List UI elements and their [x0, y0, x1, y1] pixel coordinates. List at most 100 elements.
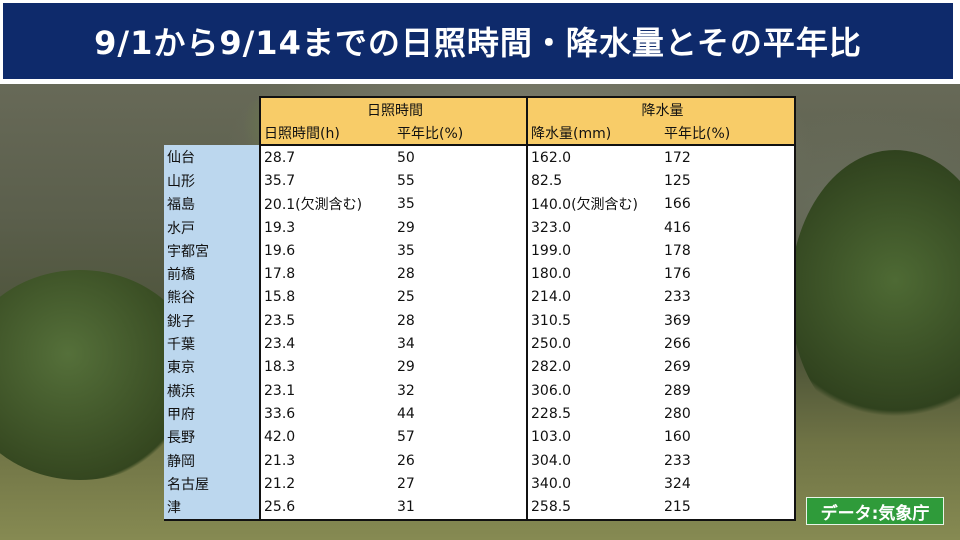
sub-header-row: 日照時間(h) 平年比(%) 降水量(mm) 平年比(%)	[164, 121, 796, 146]
table-row: 東京 18.3 29 282.0 269	[164, 355, 796, 379]
rain-mm-cell: 306.0	[527, 378, 661, 403]
tree-right	[790, 150, 960, 440]
rain-ratio-cell: 125	[661, 169, 796, 193]
rain-mm-header: 降水量(mm)	[527, 121, 661, 146]
sunshine-hours-cell: 20.1(欠測含む)	[259, 192, 394, 216]
city-cell: 銚子	[164, 309, 260, 333]
sunshine-ratio-cell: 28	[394, 309, 528, 333]
table-row: 水戸 19.3 29 323.0 416	[164, 215, 796, 240]
rain-ratio-cell: 289	[661, 378, 796, 403]
sunshine-ratio-cell: 35	[394, 192, 528, 216]
sunshine-hours-cell: 35.7	[259, 169, 394, 193]
sunshine-ratio-cell: 32	[394, 378, 528, 403]
city-cell: 静岡	[164, 448, 260, 473]
title-bar: 9/1から9/14までの日照時間・降水量とその平年比	[0, 0, 960, 84]
rain-mm-cell: 214.0	[527, 285, 661, 310]
rain-mm-cell: 323.0	[527, 215, 661, 240]
rain-mm-cell: 304.0	[527, 448, 661, 473]
city-cell: 長野	[164, 425, 260, 449]
sunshine-ratio-cell: 25	[394, 285, 528, 310]
rain-mm-cell: 340.0	[527, 472, 661, 496]
sunshine-ratio-header: 平年比(%)	[394, 121, 528, 146]
title-bar-inner: 9/1から9/14までの日照時間・降水量とその平年比	[3, 3, 953, 79]
table-row: 千葉 23.4 34 250.0 266	[164, 332, 796, 356]
rain-ratio-cell: 172	[661, 145, 796, 170]
table-row: 甲府 33.6 44 228.5 280	[164, 402, 796, 426]
rain-mm-cell: 82.5	[527, 169, 661, 193]
sunshine-hours-cell: 23.4	[259, 332, 394, 356]
rain-ratio-cell: 160	[661, 425, 796, 449]
sunshine-hours-cell: 19.3	[259, 215, 394, 240]
city-cell: 名古屋	[164, 472, 260, 496]
table-row: 横浜 23.1 32 306.0 289	[164, 378, 796, 403]
sunshine-ratio-cell: 34	[394, 332, 528, 356]
sunshine-hours-header: 日照時間(h)	[259, 121, 394, 146]
rain-ratio-cell: 178	[661, 239, 796, 263]
city-cell: 前橋	[164, 262, 260, 286]
rain-ratio-cell: 266	[661, 332, 796, 356]
table-row: 津 25.6 31 258.5 215	[164, 495, 796, 521]
sunshine-hours-cell: 23.5	[259, 309, 394, 333]
rain-ratio-header: 平年比(%)	[661, 121, 796, 146]
sunshine-ratio-cell: 31	[394, 495, 528, 521]
rain-mm-cell: 180.0	[527, 262, 661, 286]
corner-cell-2	[164, 121, 260, 145]
sunshine-ratio-cell: 26	[394, 448, 528, 473]
sunshine-ratio-cell: 35	[394, 239, 528, 263]
rain-mm-cell: 103.0	[527, 425, 661, 449]
rain-ratio-cell: 215	[661, 495, 796, 521]
sunshine-hours-cell: 19.6	[259, 239, 394, 263]
rain-mm-cell: 162.0	[527, 145, 661, 170]
data-source-badge: データ:気象庁	[806, 497, 944, 525]
city-cell: 千葉	[164, 332, 260, 356]
rain-ratio-cell: 324	[661, 472, 796, 496]
rain-mm-cell: 199.0	[527, 239, 661, 263]
rain-mm-cell: 310.5	[527, 309, 661, 333]
table-row: 前橋 17.8 28 180.0 176	[164, 262, 796, 286]
rain-ratio-cell: 416	[661, 215, 796, 240]
city-cell: 津	[164, 495, 260, 521]
rain-ratio-cell: 369	[661, 309, 796, 333]
rain-ratio-cell: 233	[661, 448, 796, 473]
sunshine-hours-cell: 25.6	[259, 495, 394, 521]
city-cell: 山形	[164, 169, 260, 193]
sunshine-hours-cell: 17.8	[259, 262, 394, 286]
sunshine-hours-cell: 33.6	[259, 402, 394, 426]
table-row: 長野 42.0 57 103.0 160	[164, 425, 796, 449]
data-table-container: 日照時間 降水量 日照時間(h) 平年比(%) 降水量(mm) 平年比(%) 仙…	[164, 96, 796, 521]
rain-ratio-cell: 269	[661, 355, 796, 379]
city-cell: 熊谷	[164, 285, 260, 310]
sunshine-hours-cell: 18.3	[259, 355, 394, 379]
sunshine-group-header: 日照時間	[259, 96, 528, 121]
corner-cell	[164, 97, 260, 121]
rain-ratio-cell: 166	[661, 192, 796, 216]
sunshine-ratio-cell: 50	[394, 145, 528, 170]
table-row: 福島 20.1(欠測含む) 35 140.0(欠測含む) 166	[164, 192, 796, 216]
weather-table: 日照時間 降水量 日照時間(h) 平年比(%) 降水量(mm) 平年比(%) 仙…	[164, 96, 796, 521]
city-cell: 水戸	[164, 215, 260, 240]
table-row: 山形 35.7 55 82.5 125	[164, 169, 796, 193]
sunshine-ratio-cell: 29	[394, 215, 528, 240]
rain-ratio-cell: 280	[661, 402, 796, 426]
rain-mm-cell: 282.0	[527, 355, 661, 379]
city-cell: 甲府	[164, 402, 260, 426]
page-title: 9/1から9/14までの日照時間・降水量とその平年比	[94, 24, 862, 62]
sunshine-hours-cell: 42.0	[259, 425, 394, 449]
table-row: 仙台 28.7 50 162.0 172	[164, 145, 796, 170]
sunshine-ratio-cell: 29	[394, 355, 528, 379]
rain-mm-cell: 258.5	[527, 495, 661, 521]
table-row: 名古屋 21.2 27 340.0 324	[164, 472, 796, 496]
sunshine-hours-cell: 21.2	[259, 472, 394, 496]
table-body: 仙台 28.7 50 162.0 172 山形 35.7 55 82.5 125 福島 20.1(欠測…	[164, 145, 796, 521]
sunshine-ratio-cell: 57	[394, 425, 528, 449]
city-cell: 福島	[164, 192, 260, 216]
sunshine-ratio-cell: 27	[394, 472, 528, 496]
table-row: 静岡 21.3 26 304.0 233	[164, 448, 796, 473]
sunshine-ratio-cell: 28	[394, 262, 528, 286]
rain-ratio-cell: 233	[661, 285, 796, 310]
table-row: 宇都宮 19.6 35 199.0 178	[164, 239, 796, 263]
sunshine-hours-cell: 23.1	[259, 378, 394, 403]
rain-mm-cell: 228.5	[527, 402, 661, 426]
table-row: 銚子 23.5 28 310.5 369	[164, 309, 796, 333]
city-cell: 宇都宮	[164, 239, 260, 263]
